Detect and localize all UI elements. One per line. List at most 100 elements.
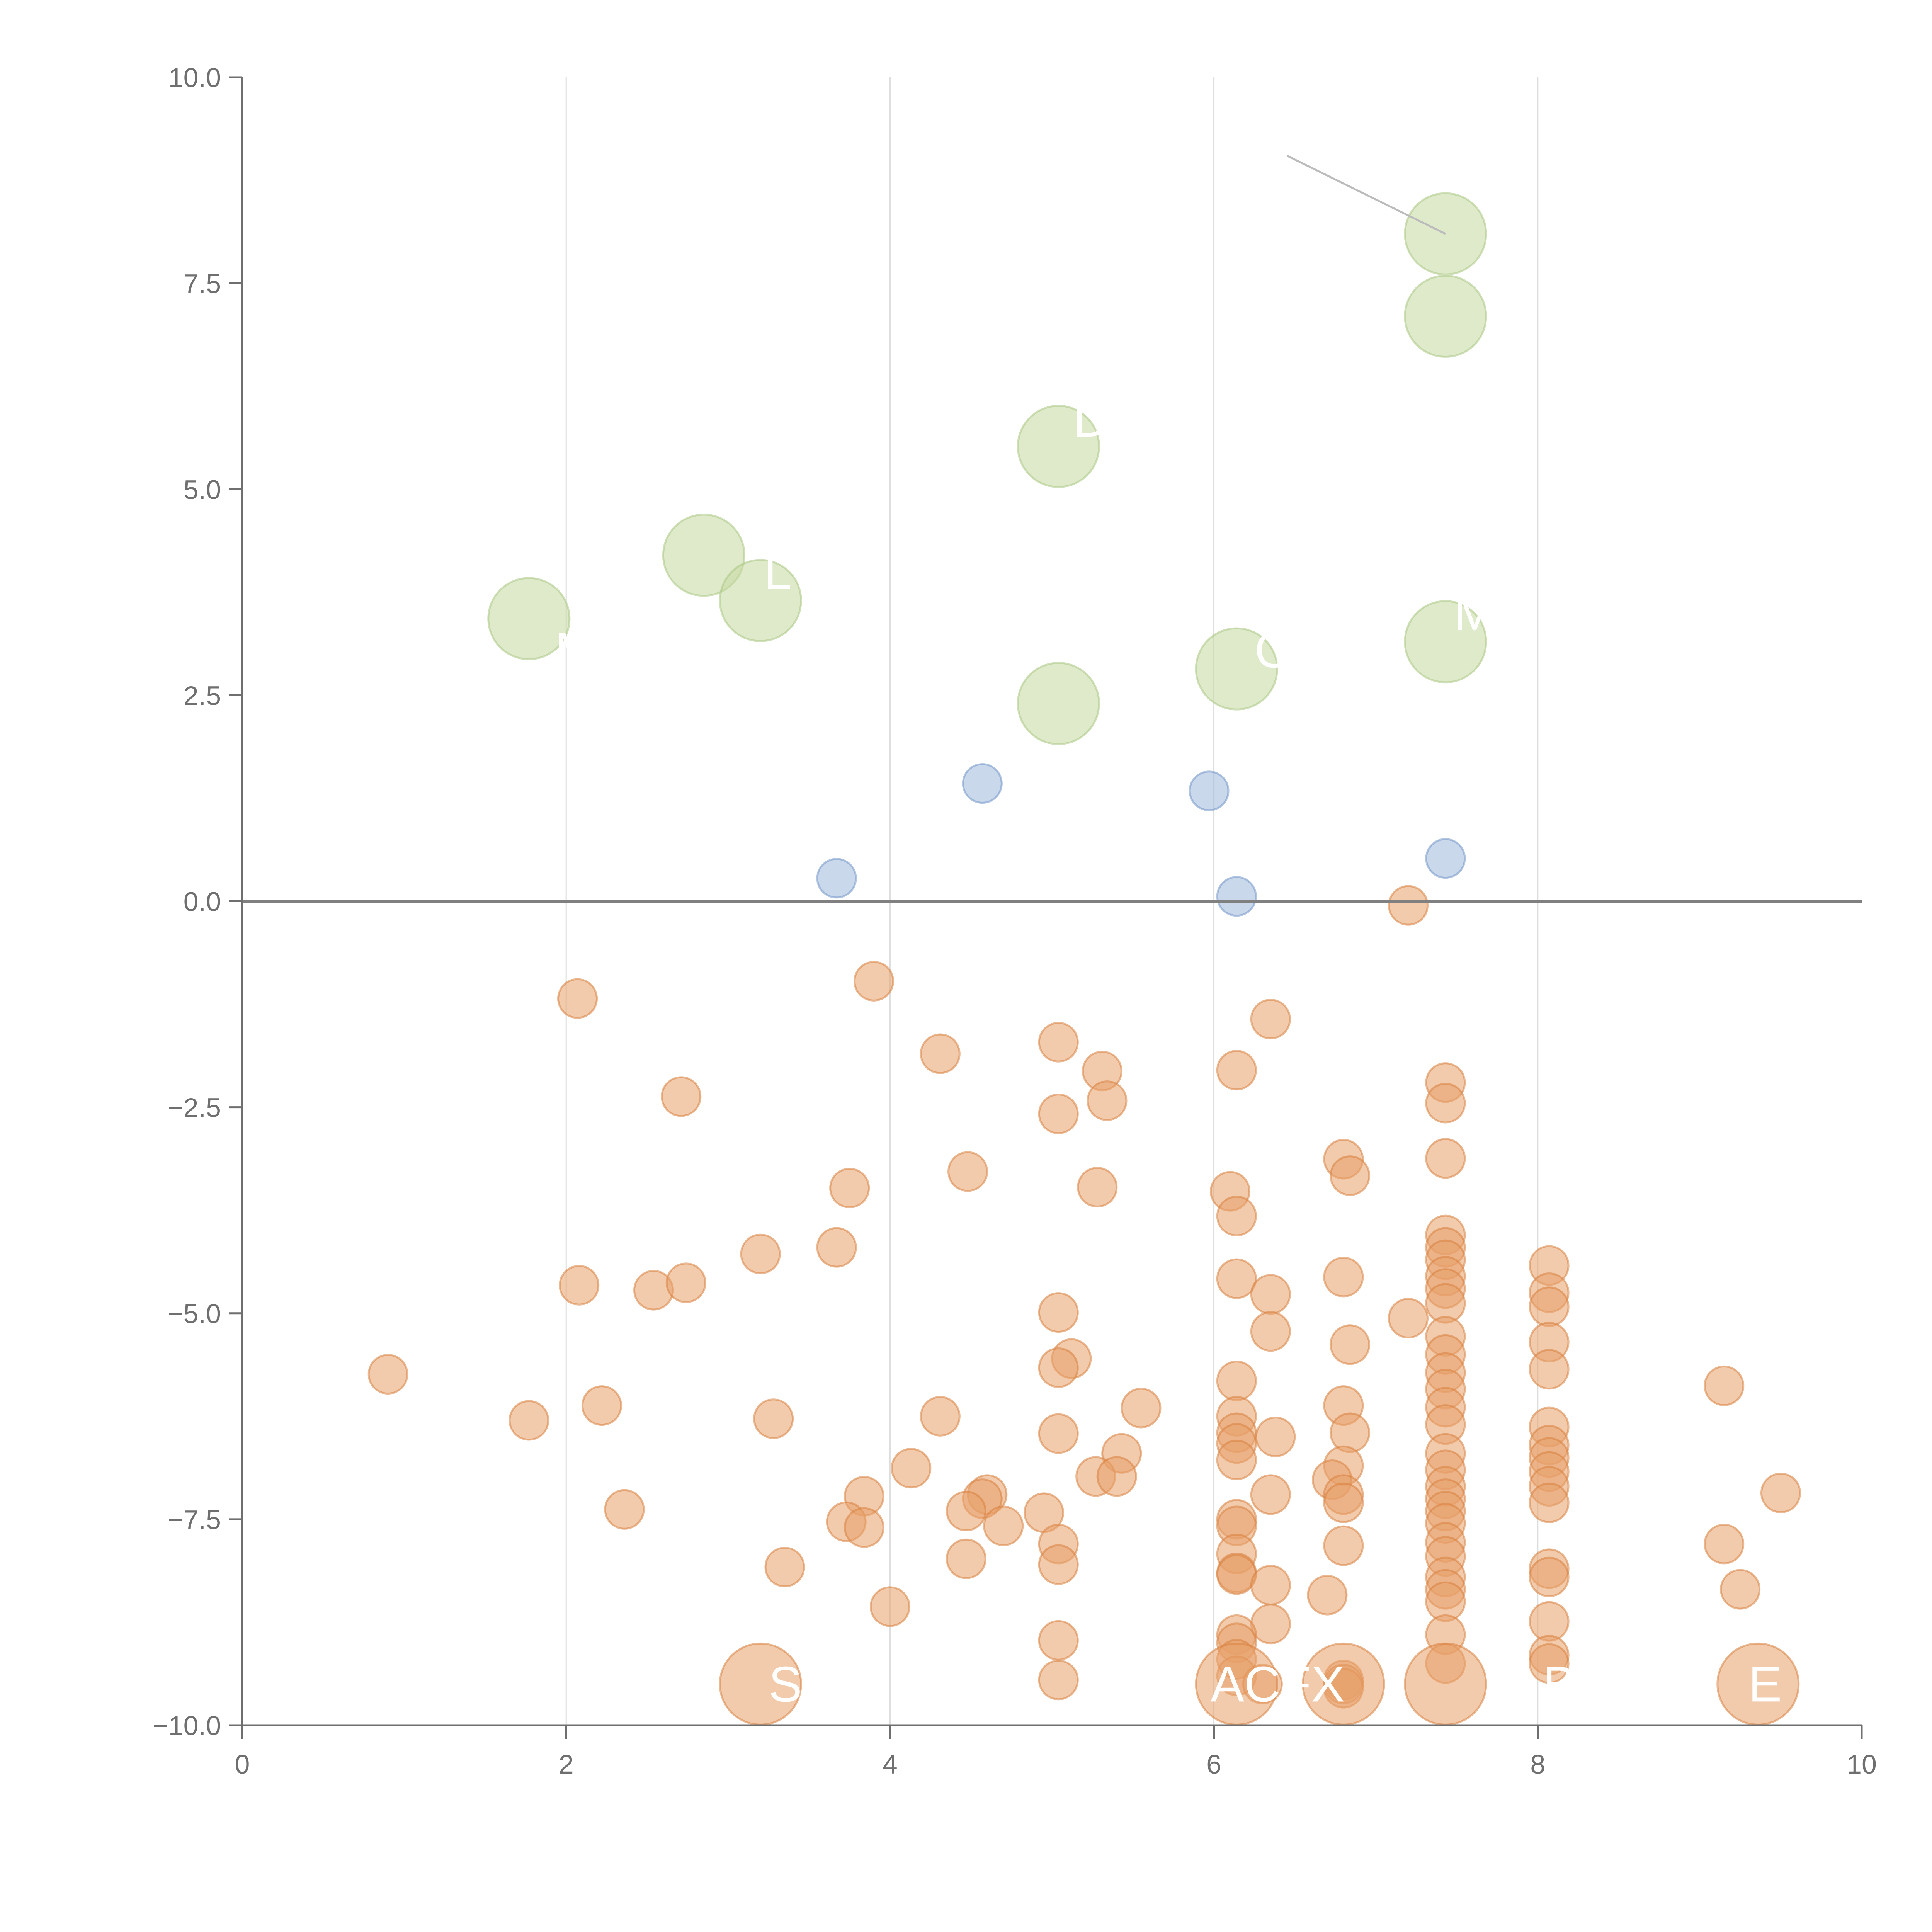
- point-label: ACFX: [1211, 1656, 1345, 1712]
- y-tick-label: −10.0: [153, 1711, 221, 1741]
- data-point: [1704, 1365, 1745, 1406]
- data-point: [661, 1076, 702, 1117]
- point-label: E: [1748, 1656, 1782, 1712]
- data-point: [487, 577, 571, 660]
- data-point: [1216, 1361, 1257, 1401]
- data-point: [1250, 1604, 1291, 1645]
- data-point: [1704, 1524, 1745, 1565]
- point-label: C: [1254, 622, 1291, 678]
- y-tick-label: 5.0: [184, 474, 221, 505]
- data-point: [604, 1489, 645, 1530]
- data-point: [581, 1385, 622, 1426]
- y-tick-label: 10.0: [168, 63, 221, 93]
- data-point: [869, 1586, 910, 1627]
- data-point: [1216, 1439, 1257, 1480]
- data-point: [740, 1233, 781, 1274]
- x-tick-label: 2: [559, 1749, 574, 1779]
- data-point: [1388, 1298, 1429, 1339]
- axes: 0 2 4 6 8 10 −10.0 −7.5 −5.0 −2.5 0.0 2.5 5.0 7.5 10.0: [153, 63, 1877, 1779]
- data-point: [1216, 1554, 1257, 1595]
- data-point: [1038, 1347, 1079, 1388]
- data-point: [1189, 770, 1230, 811]
- data-point: [1330, 1324, 1371, 1365]
- data-point: [1323, 1525, 1364, 1566]
- data-point: [1077, 1167, 1118, 1208]
- data-point: [1529, 1556, 1570, 1597]
- data-point: [1529, 1643, 1570, 1684]
- data-point: [1760, 1473, 1801, 1514]
- x-tick-label: 10: [1847, 1749, 1877, 1779]
- data-point: [1096, 1456, 1137, 1497]
- data-point: [1038, 1544, 1079, 1585]
- data-point: [816, 1227, 857, 1268]
- data-point: [1529, 1286, 1570, 1327]
- point-label: M: [1454, 585, 1495, 641]
- data-point: [1038, 1620, 1079, 1661]
- data-point: [1404, 1642, 1487, 1726]
- data-point: [1425, 1083, 1466, 1124]
- y-tick-label: 0.0: [184, 887, 221, 917]
- data-point: [947, 1151, 988, 1192]
- data-point: [1250, 1311, 1291, 1352]
- data-point: [1323, 1257, 1364, 1298]
- data-point: [1720, 1569, 1761, 1610]
- data-point: [1038, 1660, 1079, 1701]
- data-point: [946, 1538, 986, 1579]
- data-point: [853, 961, 894, 1002]
- data-point: [1307, 1575, 1348, 1616]
- data-point: [920, 1396, 961, 1437]
- data-point: [1323, 1482, 1364, 1523]
- data-point: [665, 1262, 706, 1303]
- data-point: [1038, 1292, 1079, 1333]
- data-point: [662, 514, 745, 597]
- point-label: D: [1073, 391, 1109, 447]
- data-point: [1529, 1482, 1570, 1523]
- label-connectors: [1286, 155, 1446, 235]
- data-point: [559, 1265, 600, 1306]
- data-point: [1038, 1094, 1079, 1134]
- point-label: M: [555, 622, 597, 678]
- point-labels: M L D C M S ACFX B E: [555, 391, 1782, 1712]
- point-label: L: [764, 544, 792, 600]
- x-tick-label: 8: [1530, 1749, 1545, 1779]
- data-point: [983, 1505, 1024, 1546]
- label-connector: [1286, 155, 1446, 235]
- data-point: [962, 763, 1003, 804]
- data-point: [1017, 662, 1100, 745]
- data-point: [844, 1507, 884, 1548]
- data-point: [1404, 274, 1487, 358]
- data-point: [920, 1033, 961, 1074]
- data-point: [1529, 1349, 1570, 1390]
- data-point: [1255, 1417, 1296, 1458]
- data-point: [1250, 1565, 1291, 1605]
- data-point: [1216, 1196, 1257, 1236]
- data-points: [367, 192, 1801, 1726]
- x-tick-label: 0: [235, 1749, 250, 1779]
- data-point: [1121, 1388, 1162, 1429]
- data-point: [764, 1547, 805, 1588]
- data-point: [1330, 1412, 1371, 1453]
- data-point: [1216, 1050, 1257, 1091]
- y-tick-label: −7.5: [168, 1505, 221, 1535]
- data-point: [557, 978, 598, 1019]
- data-point: [509, 1400, 549, 1441]
- data-point: [753, 1398, 794, 1439]
- data-point: [1216, 876, 1257, 917]
- data-point: [1388, 885, 1429, 926]
- data-point: [816, 858, 857, 899]
- data-point: [1404, 600, 1487, 684]
- y-tick-label: −5.0: [168, 1299, 221, 1329]
- point-label: S: [769, 1656, 802, 1712]
- y-tick-label: 2.5: [184, 680, 221, 711]
- data-point: [1038, 1022, 1079, 1063]
- data-point: [829, 1168, 870, 1209]
- data-point: [1250, 998, 1291, 1039]
- data-point: [1195, 627, 1278, 711]
- data-point: [1250, 1274, 1291, 1315]
- x-tick-label: 6: [1206, 1749, 1221, 1779]
- data-point: [946, 1491, 986, 1532]
- y-tick-label: −2.5: [168, 1093, 221, 1123]
- data-point: [1216, 1258, 1257, 1299]
- point-label: B: [1543, 1656, 1576, 1712]
